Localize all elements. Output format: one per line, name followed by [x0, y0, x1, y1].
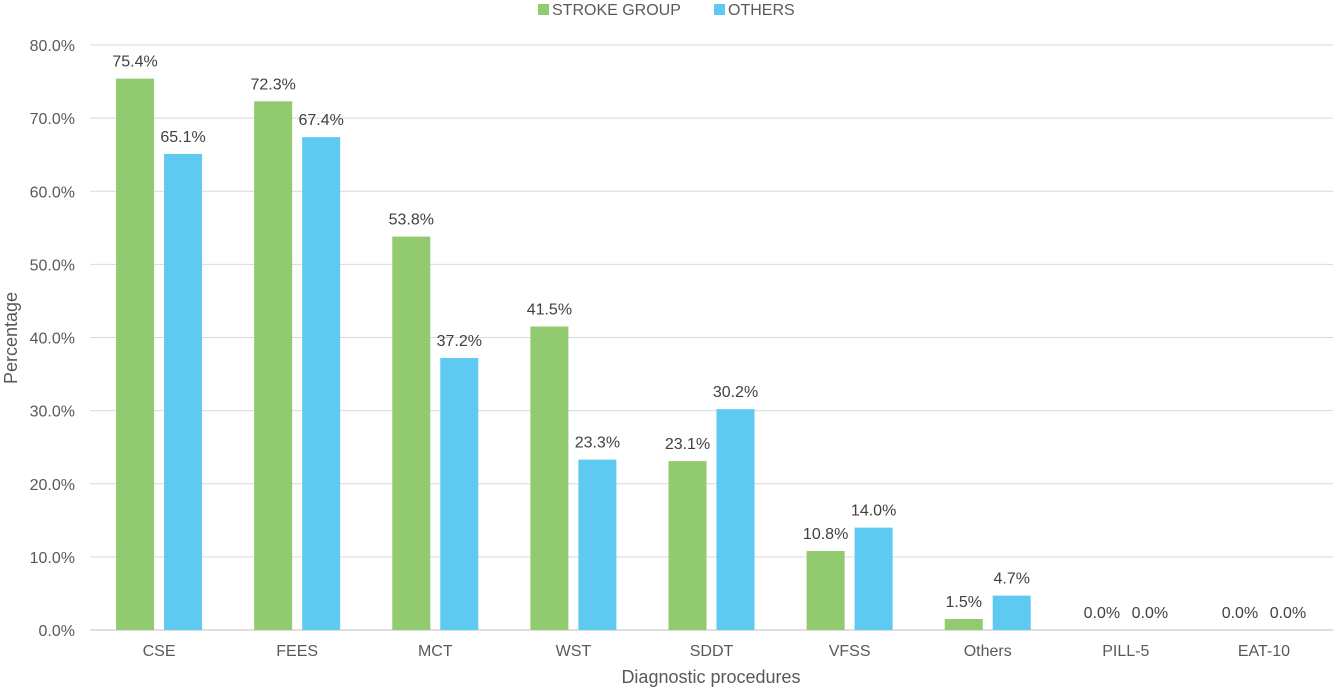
bar-stroke-group-sddt [668, 461, 707, 630]
bars [116, 78, 1031, 631]
bar-others-sddt [716, 409, 755, 630]
y-tick-label: 10.0% [30, 550, 75, 567]
y-tick-label: 60.0% [30, 184, 75, 201]
bar-others-vfss [854, 527, 893, 630]
bar-others-wst [578, 459, 617, 630]
data-label: 75.4% [112, 54, 157, 71]
gridlines [90, 44, 1333, 631]
legend: STROKE GROUP OTHERS [538, 2, 795, 19]
x-tick-label: FEES [276, 643, 318, 660]
y-tick-label: 80.0% [30, 38, 75, 55]
y-axis-ticks: 0.0% 10.0% 20.0% 30.0% 40.0% 50.0% 60.0% 70.0% 8… [30, 38, 75, 640]
data-label: 53.8% [389, 212, 434, 229]
bar-stroke-group-fees [254, 101, 293, 630]
data-label: 4.7% [993, 571, 1029, 588]
y-axis-title: Percentage [1, 292, 21, 384]
legend-label: STROKE GROUP [552, 2, 681, 19]
data-label: 23.1% [665, 436, 710, 453]
y-tick-label: 50.0% [30, 257, 75, 274]
legend-swatch [714, 4, 725, 15]
x-axis-title: Diagnostic procedures [621, 667, 800, 687]
data-label: 0.0% [1222, 605, 1258, 622]
y-tick-label: 0.0% [39, 623, 75, 640]
data-label: 37.2% [437, 333, 482, 350]
y-tick-label: 40.0% [30, 331, 75, 348]
data-label: 41.5% [527, 302, 572, 319]
bar-others-cse [164, 153, 203, 631]
data-label: 23.3% [575, 435, 620, 452]
data-label: 67.4% [298, 112, 343, 129]
data-label: 1.5% [945, 594, 981, 611]
x-tick-label: MCT [418, 643, 453, 660]
x-axis-ticks: CSE FEES MCT WST SDDT VFSS Others PILL-5 EAT-10 [143, 643, 1291, 660]
y-tick-label: 30.0% [30, 404, 75, 421]
legend-label: OTHERS [728, 2, 795, 19]
x-tick-label: VFSS [829, 643, 871, 660]
x-tick-label: WST [556, 643, 592, 660]
data-label: 14.0% [851, 503, 896, 520]
bar-stroke-group-others [944, 619, 983, 630]
x-tick-label: SDDT [690, 643, 734, 660]
y-tick-label: 70.0% [30, 111, 75, 128]
data-label: 30.2% [713, 384, 758, 401]
x-tick-label: PILL-5 [1102, 643, 1149, 660]
data-label: 0.0% [1270, 605, 1306, 622]
x-tick-label: Others [964, 643, 1012, 660]
bar-stroke-group-mct [392, 236, 431, 630]
legend-swatch [538, 4, 549, 15]
data-label: 0.0% [1132, 605, 1168, 622]
bar-stroke-group-cse [116, 78, 155, 630]
x-tick-label: EAT-10 [1238, 643, 1290, 660]
data-label: 65.1% [160, 129, 205, 146]
bar-stroke-group-vfss [806, 551, 845, 630]
bar-others-others [992, 595, 1031, 630]
bar-stroke-group-wst [530, 326, 569, 630]
data-labels: 75.4% 65.1% 72.3% 67.4% 53.8% 37.2% 41.5% 23.3%… [112, 54, 1306, 622]
y-tick-label: 20.0% [30, 477, 75, 494]
data-label: 10.8% [803, 526, 848, 543]
data-label: 72.3% [250, 76, 295, 93]
bar-others-fees [302, 137, 341, 630]
data-label: 0.0% [1084, 605, 1120, 622]
bar-others-mct [440, 357, 479, 630]
x-tick-label: CSE [143, 643, 176, 660]
